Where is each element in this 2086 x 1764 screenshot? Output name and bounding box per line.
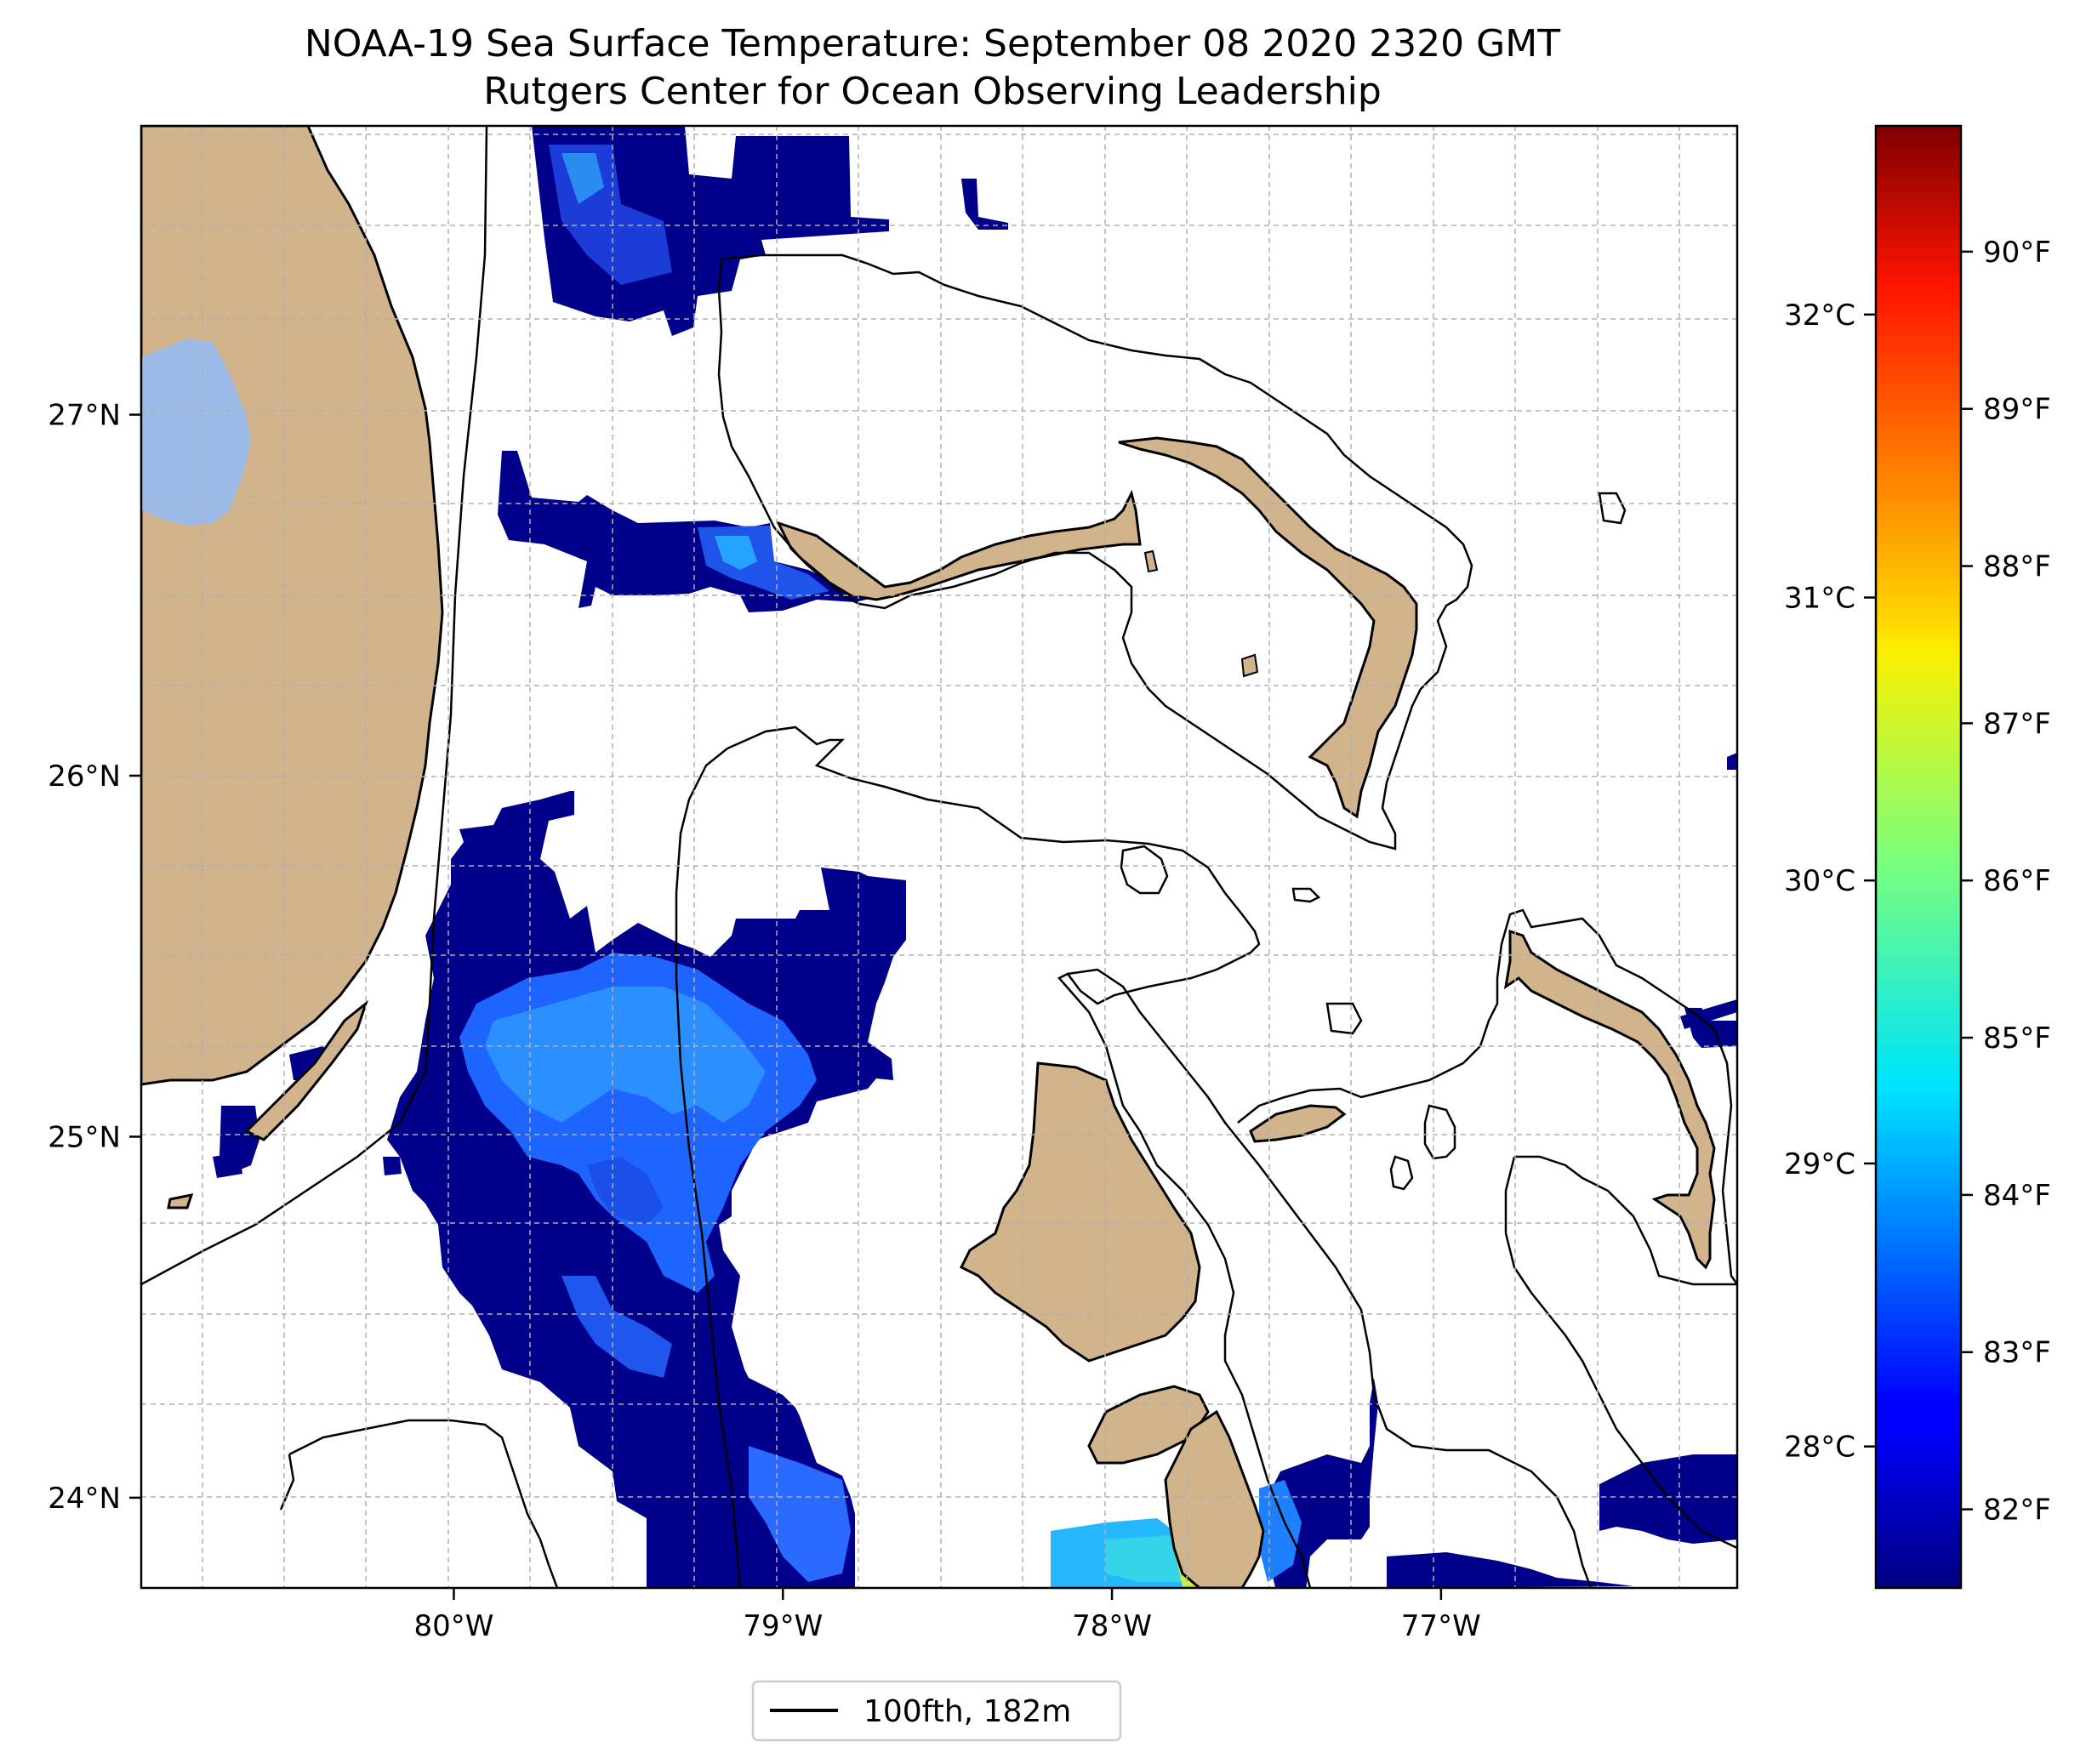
celsius-tick-label: 29°C [1784, 1147, 1855, 1181]
legend-box [751, 1680, 1122, 1742]
eleuthera [1503, 929, 1716, 1270]
celsius-tick-label: 30°C [1784, 864, 1855, 898]
legend: 100fth, 182m [751, 1680, 1122, 1742]
andros-island [959, 1061, 1201, 1363]
fahrenheit-tick-label: 90°F [1983, 236, 2051, 270]
fahrenheit-tick-label: 84°F [1983, 1179, 2051, 1213]
map-frame [140, 124, 1739, 1590]
colorbar-ticks: 82°F 83°F 84°F 85°F 86°F 87°F 88°F 89°F 90°F 28°C… [1784, 236, 2051, 1528]
lon-tick-label: 79°W [743, 1609, 823, 1643]
lat-tick-label: 27°N [48, 399, 121, 433]
fahrenheit-tick-label: 86°F [1983, 864, 2051, 898]
legend-label: 100fth, 182m [863, 1694, 1071, 1729]
title-line1: NOAA-19 Sea Surface Temperature: Septemb… [305, 22, 1560, 65]
fahrenheit-tick-label: 87°F [1983, 707, 2051, 741]
isobath-contours [141, 126, 1737, 1588]
lake-okeechobee [141, 339, 251, 526]
title-line2: Rutgers Center for Ocean Observing Leade… [483, 70, 1382, 113]
fahrenheit-tick-label: 88°F [1983, 550, 2051, 584]
sst-patch-nw-small [961, 179, 1008, 230]
land [141, 126, 1716, 1588]
fahrenheit-tick-label: 82°F [1983, 1494, 2051, 1528]
fahrenheit-tick-label: 89°F [1983, 393, 2051, 427]
celsius-tick-label: 32°C [1784, 299, 1855, 333]
map-ticks: 80°W 79°W 78°W 77°W 24°N 25°N 26°N 27°N [48, 399, 1481, 1643]
lat-tick-label: 25°N [48, 1120, 121, 1154]
florida-keys [244, 999, 369, 1141]
lat-tick-label: 26°N [48, 760, 121, 794]
andros-south [1164, 1409, 1265, 1588]
lon-tick-label: 77°W [1401, 1609, 1481, 1643]
lat-tick-label: 24°N [48, 1482, 121, 1516]
graticule [141, 126, 1737, 1588]
fahrenheit-tick-label: 83°F [1983, 1336, 2051, 1370]
sst-patch-bottom-strip [1387, 1552, 1633, 1588]
celsius-tick-label: 31°C [1784, 582, 1855, 616]
map-area [141, 126, 1737, 1588]
fahrenheit-tick-label: 85°F [1983, 1021, 2051, 1056]
grand-bahama [776, 489, 1142, 601]
celsius-tick-label: 28°C [1784, 1431, 1855, 1465]
lon-tick-label: 78°W [1072, 1609, 1152, 1643]
colorbar [1874, 124, 1963, 1590]
lon-tick-label: 80°W [414, 1609, 494, 1643]
